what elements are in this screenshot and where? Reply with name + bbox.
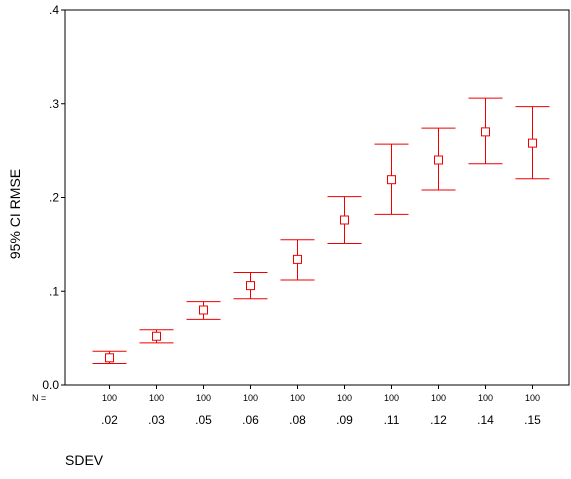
n-label: 100: [431, 393, 446, 403]
mean-marker: [481, 127, 490, 137]
mean-marker: [246, 281, 255, 291]
mean-marker: [387, 175, 396, 185]
x-tick-label: .12: [430, 413, 447, 427]
y-tick-label: 0.0: [42, 378, 59, 392]
n-label: 100: [290, 393, 305, 403]
error-bars: [92, 97, 550, 364]
mean-marker: [528, 138, 537, 148]
y-tick-label: .4: [49, 3, 59, 17]
error-bar: [233, 272, 268, 300]
mean-marker: [152, 331, 161, 341]
y-tick-label: .3: [49, 97, 59, 111]
n-label: 100: [196, 393, 211, 403]
error-bar: [468, 97, 503, 165]
plot-frame: [64, 9, 570, 386]
x-tick-label: .03: [148, 413, 165, 427]
error-bar: [280, 239, 315, 281]
error-bar: [421, 127, 456, 191]
x-tick-label: .11: [384, 413, 400, 427]
n-label: 100: [102, 393, 117, 403]
n-label: 100: [337, 393, 352, 403]
y-tick-label: .2: [49, 191, 59, 205]
n-prefix-label: N =: [32, 393, 46, 403]
x-tick-label: .08: [289, 413, 306, 427]
x-tick-label: .15: [524, 413, 541, 427]
x-tick-label: .14: [477, 413, 494, 427]
error-bar: [374, 143, 409, 215]
axes: 0.0 .1 .2 .3 .4 N = 100 .02 100 .03 100 .05 100 .06 10…: [32, 3, 570, 427]
error-bar: [92, 350, 127, 364]
n-label: 100: [478, 393, 493, 403]
x-tick-label: .09: [336, 413, 353, 427]
error-bar: [327, 196, 362, 244]
mean-marker: [105, 353, 114, 363]
y-axis-title: 95% CI RMSE: [7, 169, 23, 259]
n-label: 100: [384, 393, 399, 403]
mean-marker: [434, 155, 443, 165]
x-tick-label: .02: [101, 413, 118, 427]
error-bar: [186, 301, 221, 320]
error-bar: [139, 329, 174, 344]
mean-marker: [199, 305, 208, 315]
mean-marker: [340, 215, 349, 225]
n-label: 100: [149, 393, 164, 403]
x-tick-label: .05: [195, 413, 212, 427]
n-label: 100: [243, 393, 258, 403]
x-axis-title: SDEV: [65, 452, 104, 468]
x-tick-label: .06: [242, 413, 259, 427]
error-bar: [515, 106, 550, 180]
y-tick-label: .1: [49, 284, 59, 298]
mean-marker: [293, 254, 302, 264]
n-label: 100: [525, 393, 540, 403]
